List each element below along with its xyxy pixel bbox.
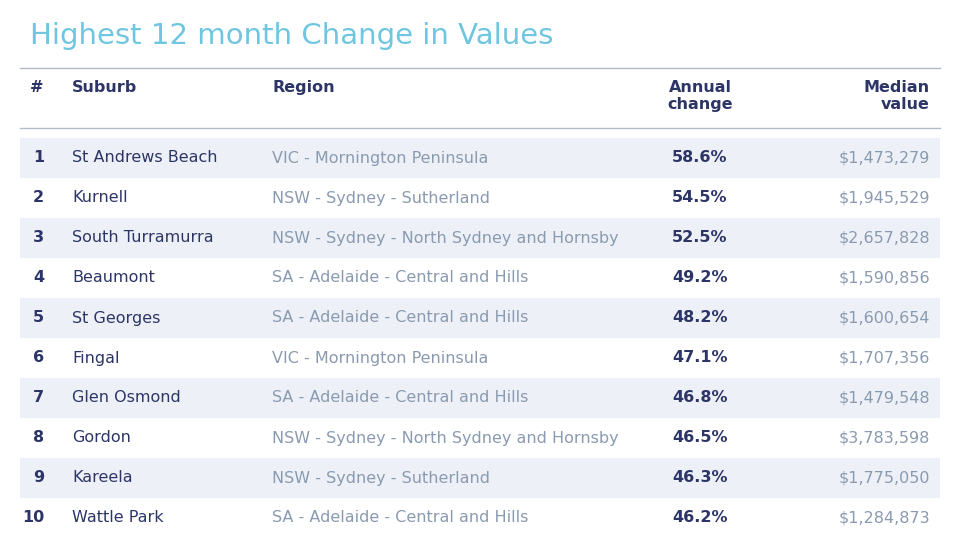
Text: 6: 6 [33, 351, 44, 366]
Text: Beaumont: Beaumont [72, 271, 155, 286]
Text: $1,590,856: $1,590,856 [838, 271, 930, 286]
Text: St Andrews Beach: St Andrews Beach [72, 150, 218, 165]
Text: $2,657,828: $2,657,828 [838, 230, 930, 245]
Text: $1,707,356: $1,707,356 [839, 351, 930, 366]
Text: $1,479,548: $1,479,548 [838, 390, 930, 405]
Text: SA - Adelaide - Central and Hills: SA - Adelaide - Central and Hills [272, 310, 528, 325]
Text: Region: Region [272, 80, 335, 95]
Text: South Turramurra: South Turramurra [72, 230, 214, 245]
Text: $1,473,279: $1,473,279 [839, 150, 930, 165]
Text: 1: 1 [33, 150, 44, 165]
Text: Gordon: Gordon [72, 431, 131, 446]
Text: 47.1%: 47.1% [672, 351, 728, 366]
Text: 58.6%: 58.6% [672, 150, 728, 165]
Text: 9: 9 [33, 470, 44, 485]
Bar [20, 458, 940, 498]
Text: 5: 5 [33, 310, 44, 325]
Bar [20, 218, 940, 258]
Text: $1,775,050: $1,775,050 [838, 470, 930, 485]
Text: NSW - Sydney - Sutherland: NSW - Sydney - Sutherland [272, 191, 490, 206]
Text: 52.5%: 52.5% [672, 230, 728, 245]
Text: 10: 10 [22, 511, 44, 526]
Bar [20, 298, 940, 338]
Bar [20, 138, 940, 178]
Text: Highest 12 month Change in Values: Highest 12 month Change in Values [30, 22, 553, 50]
Text: 3: 3 [33, 230, 44, 245]
Text: SA - Adelaide - Central and Hills: SA - Adelaide - Central and Hills [272, 390, 528, 405]
Text: 54.5%: 54.5% [672, 191, 728, 206]
Text: Annual
change: Annual change [667, 80, 732, 112]
Text: $1,284,873: $1,284,873 [838, 511, 930, 526]
Text: 46.5%: 46.5% [672, 431, 728, 446]
Text: Glen Osmond: Glen Osmond [72, 390, 180, 405]
Text: #: # [30, 80, 43, 95]
Text: 46.2%: 46.2% [672, 511, 728, 526]
Text: 46.8%: 46.8% [672, 390, 728, 405]
Text: NSW - Sydney - North Sydney and Hornsby: NSW - Sydney - North Sydney and Hornsby [272, 230, 618, 245]
Text: VIC - Mornington Peninsula: VIC - Mornington Peninsula [272, 351, 489, 366]
Text: SA - Adelaide - Central and Hills: SA - Adelaide - Central and Hills [272, 271, 528, 286]
Text: NSW - Sydney - Sutherland: NSW - Sydney - Sutherland [272, 470, 490, 485]
Text: SA - Adelaide - Central and Hills: SA - Adelaide - Central and Hills [272, 511, 528, 526]
Text: 46.3%: 46.3% [672, 470, 728, 485]
Text: Suburb: Suburb [72, 80, 137, 95]
Text: Kareela: Kareela [72, 470, 132, 485]
Text: 2: 2 [33, 191, 44, 206]
Text: $3,783,598: $3,783,598 [839, 431, 930, 446]
Bar [20, 378, 940, 418]
Text: 8: 8 [33, 431, 44, 446]
Text: 49.2%: 49.2% [672, 271, 728, 286]
Text: NSW - Sydney - North Sydney and Hornsby: NSW - Sydney - North Sydney and Hornsby [272, 431, 618, 446]
Text: 7: 7 [33, 390, 44, 405]
Text: Kurnell: Kurnell [72, 191, 128, 206]
Text: Wattle Park: Wattle Park [72, 511, 163, 526]
Text: VIC - Mornington Peninsula: VIC - Mornington Peninsula [272, 150, 489, 165]
Text: Median
value: Median value [864, 80, 930, 112]
Text: 4: 4 [33, 271, 44, 286]
Text: $1,945,529: $1,945,529 [838, 191, 930, 206]
Text: $1,600,654: $1,600,654 [838, 310, 930, 325]
Text: Fingal: Fingal [72, 351, 119, 366]
Text: 48.2%: 48.2% [672, 310, 728, 325]
Text: St Georges: St Georges [72, 310, 160, 325]
